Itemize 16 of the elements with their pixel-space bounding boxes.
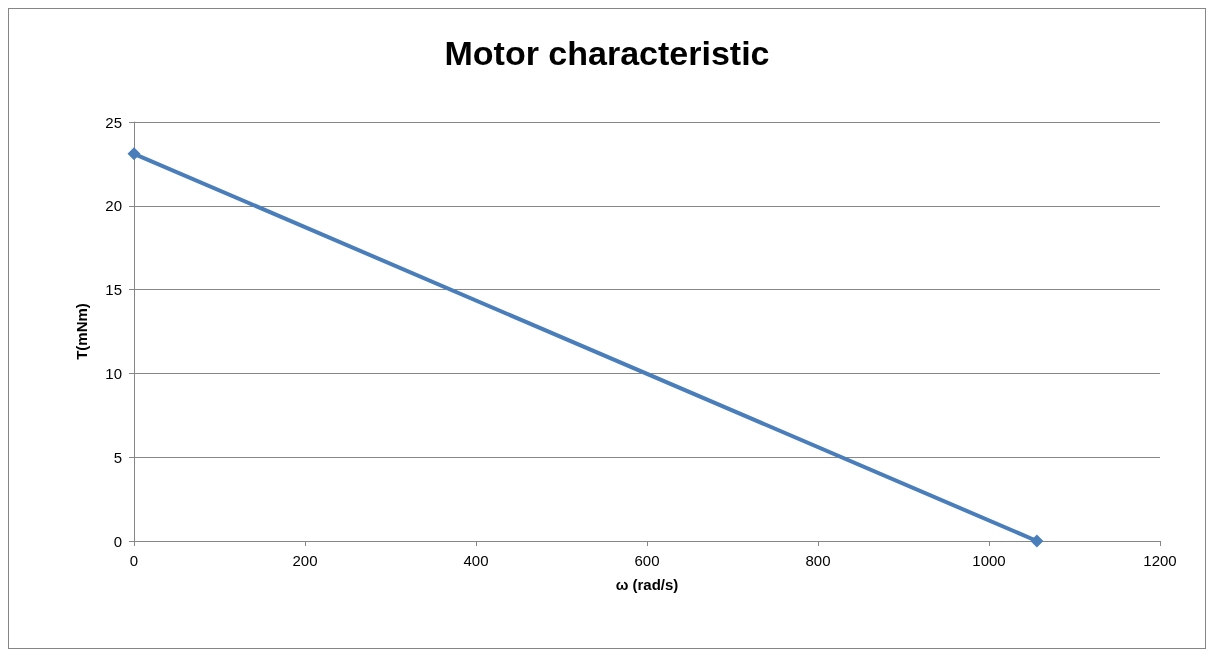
x-tick-label: 0	[129, 552, 139, 569]
x-tick-label: 1000	[972, 552, 1006, 569]
y-tick-label: 10	[105, 364, 122, 382]
y-tick-label: 5	[113, 448, 122, 466]
x-tick-label: 600	[634, 552, 660, 569]
y-tick-label: 25	[105, 113, 122, 131]
y-tick-label: 20	[105, 197, 122, 215]
x-axis-title: ω (rad/s)	[615, 576, 679, 593]
x-tick-label: 200	[292, 552, 318, 569]
x-tick-label: 400	[463, 552, 489, 569]
x-tick-label: 800	[805, 552, 831, 569]
y-tick-label: 0	[113, 532, 122, 550]
x-tick-label: 1200	[1143, 552, 1177, 569]
y-axis-title: T(mNm)	[73, 303, 90, 360]
y-tick-label: 15	[105, 281, 122, 299]
chart-title: Motor characteristic	[444, 34, 770, 72]
